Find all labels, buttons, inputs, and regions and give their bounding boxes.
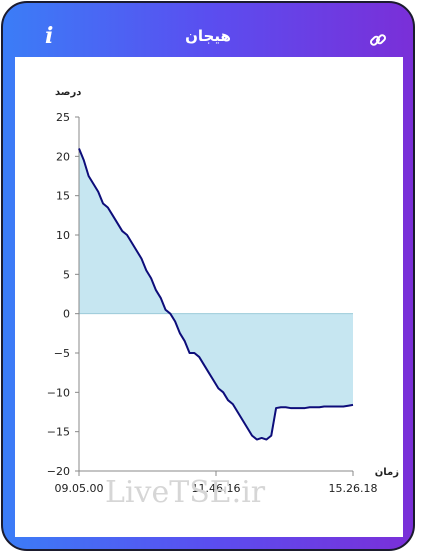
y-tick-label: −10 bbox=[47, 386, 70, 399]
y-tick-label: 15 bbox=[56, 190, 70, 203]
y-tick-label: 5 bbox=[63, 268, 70, 281]
info-icon[interactable]: i bbox=[45, 23, 54, 49]
area-chart: 25 20 15 10 5 0 −5 −10 −15 −20 09.05.00 11.46.16 15.… bbox=[47, 87, 399, 495]
y-tick-label: −15 bbox=[47, 426, 70, 439]
link-icon[interactable] bbox=[369, 31, 387, 49]
chart-card: i هیجان 25 20 15 10 5 0 −5 −10 −15 −20 09.05.00 11.… bbox=[1, 1, 415, 551]
y-tick-label: −5 bbox=[54, 347, 70, 360]
x-axis-label: زمان bbox=[375, 467, 399, 478]
y-tick-label: −20 bbox=[47, 465, 70, 478]
x-tick-label: 09.05.00 bbox=[55, 482, 104, 495]
area-fill bbox=[79, 148, 353, 440]
x-tick-label: 11.46.16 bbox=[192, 482, 241, 495]
chart-panel: 25 20 15 10 5 0 −5 −10 −15 −20 09.05.00 11.46.16 15.… bbox=[15, 57, 403, 537]
card-header: i هیجان bbox=[3, 3, 413, 57]
y-axis-label: درصد bbox=[55, 87, 81, 98]
y-tick-label: 0 bbox=[63, 308, 70, 321]
page-title: هیجان bbox=[185, 27, 231, 45]
x-tick-label: 15.26.18 bbox=[329, 482, 378, 495]
series-line bbox=[78, 148, 354, 441]
y-tick-label: 10 bbox=[56, 229, 70, 242]
y-tick-label: 25 bbox=[56, 111, 70, 124]
y-tick-label: 20 bbox=[56, 150, 70, 163]
